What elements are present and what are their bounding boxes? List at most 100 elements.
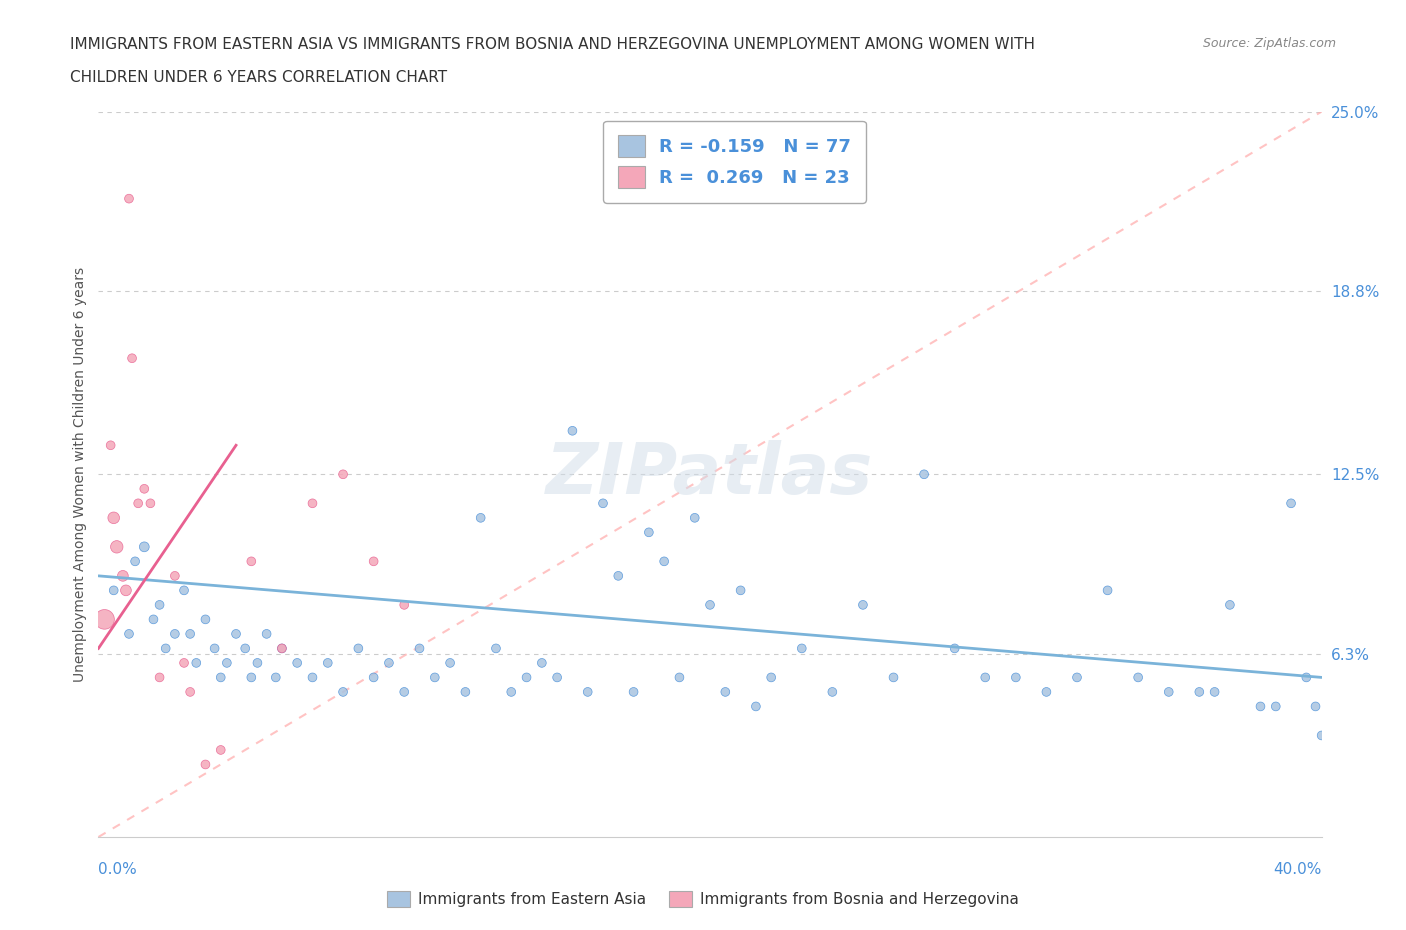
- Point: [576, 684, 599, 699]
- Point: [332, 467, 354, 482]
- Point: [485, 641, 508, 656]
- Point: [883, 670, 905, 684]
- Point: [173, 583, 195, 598]
- Point: [912, 467, 935, 482]
- Point: [270, 641, 294, 656]
- Point: [392, 684, 416, 699]
- Legend: Immigrants from Eastern Asia, Immigrants from Bosnia and Herzegovina: Immigrants from Eastern Asia, Immigrants…: [381, 884, 1025, 913]
- Point: [209, 670, 232, 684]
- Point: [1035, 684, 1057, 699]
- Point: [683, 511, 706, 525]
- Point: [454, 684, 477, 699]
- Point: [1310, 728, 1333, 743]
- Point: [516, 670, 538, 684]
- Point: [363, 554, 385, 569]
- Point: [121, 351, 143, 365]
- Point: [225, 627, 247, 642]
- Point: [163, 627, 186, 642]
- Point: [714, 684, 737, 699]
- Point: [316, 656, 339, 671]
- Point: [423, 670, 446, 684]
- Point: [852, 597, 875, 612]
- Point: [470, 511, 492, 525]
- Point: [204, 641, 226, 656]
- Point: [392, 597, 416, 612]
- Point: [256, 627, 278, 642]
- Point: [233, 641, 256, 656]
- Point: [546, 670, 568, 684]
- Text: Source: ZipAtlas.com: Source: ZipAtlas.com: [1202, 37, 1336, 50]
- Point: [285, 656, 308, 671]
- Point: [149, 670, 172, 684]
- Point: [301, 670, 323, 684]
- Point: [240, 554, 263, 569]
- Text: IMMIGRANTS FROM EASTERN ASIA VS IMMIGRANTS FROM BOSNIA AND HERZEGOVINA UNEMPLOYM: IMMIGRANTS FROM EASTERN ASIA VS IMMIGRAN…: [70, 37, 1035, 52]
- Point: [730, 583, 752, 598]
- Point: [1316, 742, 1339, 757]
- Point: [93, 612, 115, 627]
- Point: [1279, 496, 1302, 511]
- Point: [592, 496, 614, 511]
- Point: [142, 612, 165, 627]
- Point: [761, 670, 783, 684]
- Point: [194, 612, 217, 627]
- Point: [623, 684, 645, 699]
- Point: [209, 742, 232, 757]
- Point: [179, 684, 201, 699]
- Point: [745, 699, 768, 714]
- Point: [105, 539, 128, 554]
- Point: [699, 597, 721, 612]
- Point: [179, 627, 201, 642]
- Point: [240, 670, 263, 684]
- Point: [264, 670, 287, 684]
- Text: ZIPatlas: ZIPatlas: [547, 440, 873, 509]
- Point: [246, 656, 269, 671]
- Point: [134, 539, 156, 554]
- Point: [215, 656, 238, 671]
- Point: [790, 641, 813, 656]
- Point: [1295, 670, 1317, 684]
- Text: 40.0%: 40.0%: [1274, 862, 1322, 877]
- Point: [194, 757, 217, 772]
- Point: [301, 496, 323, 511]
- Point: [652, 554, 675, 569]
- Point: [1250, 699, 1272, 714]
- Text: CHILDREN UNDER 6 YEARS CORRELATION CHART: CHILDREN UNDER 6 YEARS CORRELATION CHART: [70, 70, 447, 85]
- Point: [173, 656, 195, 671]
- Point: [103, 511, 125, 525]
- Point: [439, 656, 461, 671]
- Point: [530, 656, 553, 671]
- Point: [103, 583, 125, 598]
- Point: [155, 641, 177, 656]
- Point: [118, 192, 141, 206]
- Point: [943, 641, 966, 656]
- Point: [607, 568, 630, 583]
- Point: [270, 641, 294, 656]
- Point: [1264, 699, 1286, 714]
- Legend: R = -0.159   N = 77, R =  0.269   N = 23: R = -0.159 N = 77, R = 0.269 N = 23: [603, 121, 866, 203]
- Point: [1188, 684, 1211, 699]
- Point: [1004, 670, 1026, 684]
- Point: [127, 496, 149, 511]
- Point: [1128, 670, 1150, 684]
- Point: [115, 583, 138, 598]
- Point: [1305, 699, 1327, 714]
- Point: [111, 568, 134, 583]
- Point: [332, 684, 354, 699]
- Point: [561, 423, 583, 438]
- Point: [638, 525, 661, 539]
- Point: [118, 627, 141, 642]
- Point: [149, 597, 172, 612]
- Point: [821, 684, 844, 699]
- Y-axis label: Unemployment Among Women with Children Under 6 years: Unemployment Among Women with Children U…: [73, 267, 87, 682]
- Point: [974, 670, 997, 684]
- Point: [1097, 583, 1119, 598]
- Point: [347, 641, 370, 656]
- Point: [139, 496, 162, 511]
- Point: [363, 670, 385, 684]
- Point: [1204, 684, 1226, 699]
- Text: 0.0%: 0.0%: [98, 862, 138, 877]
- Point: [124, 554, 146, 569]
- Point: [134, 482, 156, 497]
- Point: [1066, 670, 1088, 684]
